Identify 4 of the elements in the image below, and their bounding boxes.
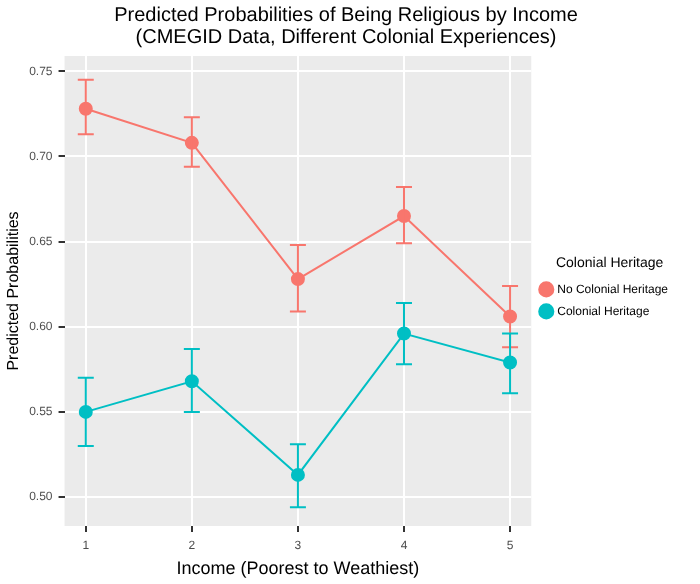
text: Predicted Probabilities of Being Religious by Income xyxy=(114,4,578,27)
x-axis-title: Income (Poorest to Weathiest) xyxy=(176,558,420,579)
text: (CMEGID Data, Different Colonial Experiences) xyxy=(135,26,557,49)
y-axis-title: Predicted Probabilities xyxy=(4,211,23,371)
